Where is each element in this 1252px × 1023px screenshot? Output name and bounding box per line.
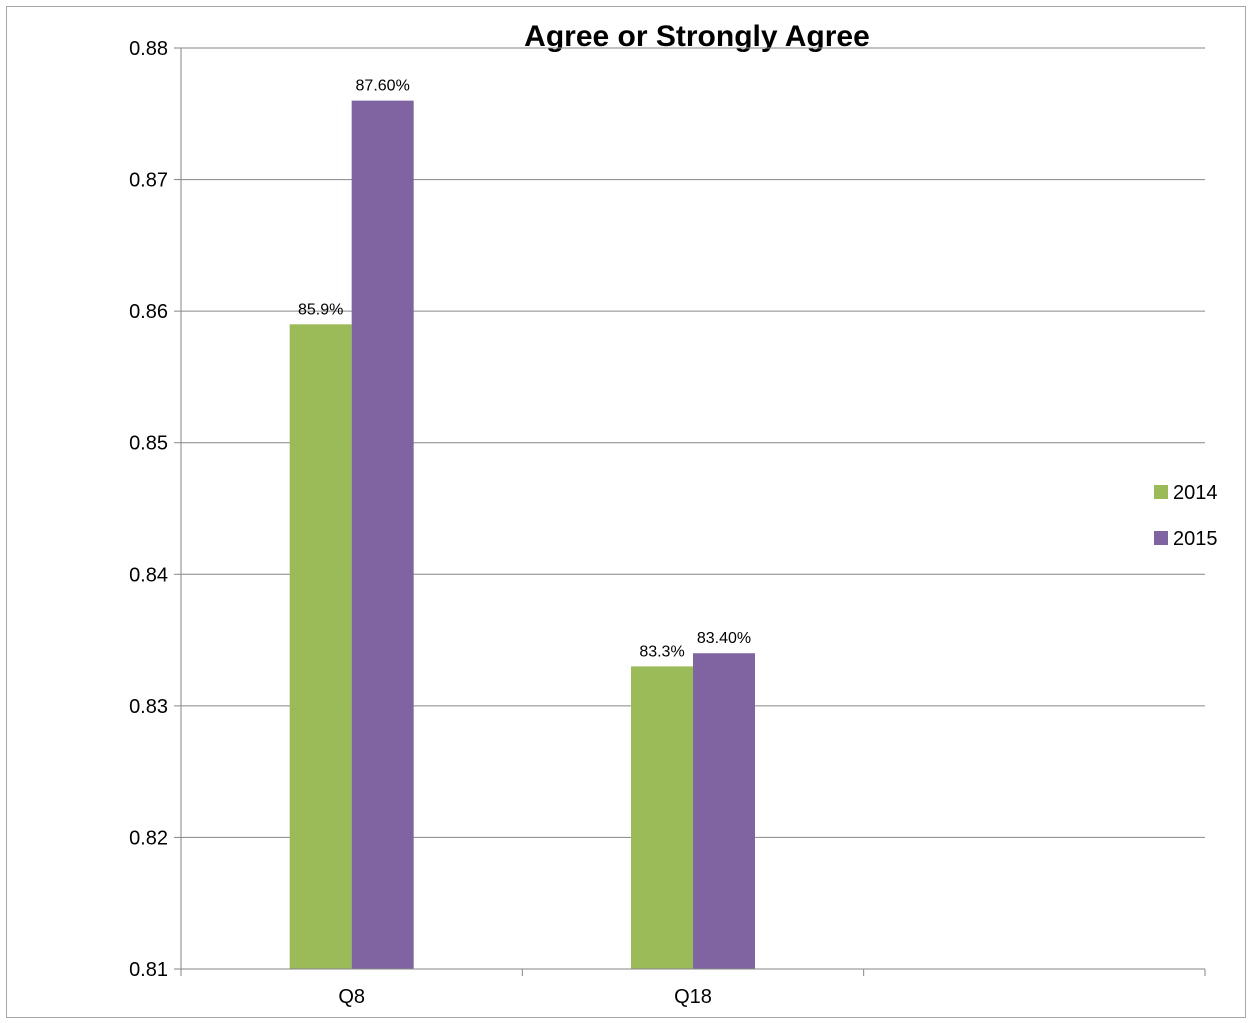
y-tick-label: 0.84 (129, 564, 168, 586)
data-label: 83.3% (639, 643, 684, 660)
data-label: 83.40% (697, 630, 751, 647)
y-tick-label: 0.86 (129, 301, 168, 323)
y-tick-label: 0.87 (129, 170, 168, 192)
legend-label: 2014 (1173, 482, 1218, 504)
y-tick-label: 0.82 (129, 827, 168, 849)
chart-frame (6, 6, 1246, 1018)
y-tick-label: 0.83 (129, 696, 168, 718)
data-labels: 85.9% 87.60% 83.3% 83.40% (298, 78, 751, 661)
data-label: 85.9% (298, 301, 343, 318)
y-tick-label: 0.85 (129, 433, 168, 455)
bars (289, 100, 755, 970)
axes: 0.81 0.82 0.83 0.84 0.85 0.86 0.87 0.88 Q8 Q18 (129, 38, 1206, 1008)
bar (631, 666, 693, 969)
bar (351, 100, 414, 970)
x-tick-label: Q18 (674, 986, 712, 1008)
x-tick-label: Q8 (338, 986, 365, 1008)
y-tick-label: 0.88 (129, 38, 168, 60)
bar (289, 324, 352, 969)
legend-swatch (1154, 531, 1168, 545)
bar (693, 653, 755, 969)
legend-swatch (1154, 485, 1168, 499)
data-label: 87.60% (356, 78, 410, 95)
legend-label: 2015 (1173, 528, 1218, 550)
y-tick-label: 0.81 (129, 959, 168, 981)
legend: 2014 2015 (1154, 482, 1218, 550)
